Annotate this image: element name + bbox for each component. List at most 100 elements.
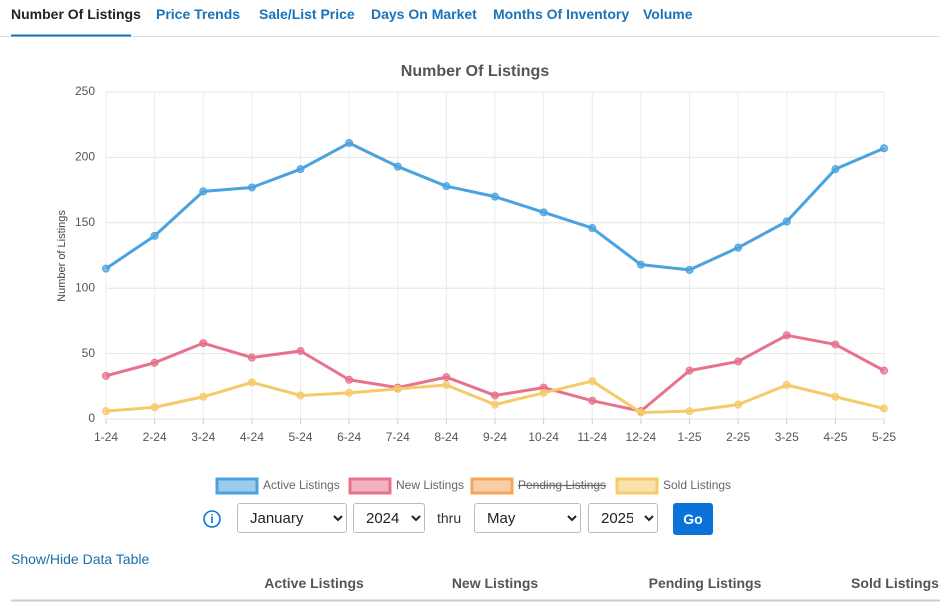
data-point — [831, 340, 840, 349]
x-tick-label: 7-24 — [386, 430, 410, 444]
data-point — [199, 392, 208, 401]
y-tick-label: 0 — [88, 411, 95, 425]
data-point — [102, 407, 110, 416]
x-tick-label: 9-24 — [483, 430, 507, 444]
data-point — [247, 378, 256, 387]
x-tick-label: 11-24 — [577, 430, 607, 444]
thru-label: thru — [437, 510, 462, 526]
data-point — [442, 182, 451, 191]
data-point — [539, 388, 548, 397]
x-tick-label: 8-24 — [434, 430, 458, 444]
x-tick-label: 1-24 — [94, 430, 118, 444]
data-point — [539, 208, 548, 217]
data-point — [831, 392, 840, 401]
info-icon[interactable] — [203, 510, 221, 528]
y-tick-label: 250 — [75, 84, 95, 98]
data-point — [345, 388, 354, 397]
data-point — [199, 187, 208, 196]
data-point — [636, 408, 645, 417]
x-tick-label: 3-24 — [191, 430, 215, 444]
tab[interactable]: Volume — [643, 6, 693, 22]
data-point — [442, 380, 451, 389]
data-point — [685, 366, 694, 375]
data-point — [296, 346, 305, 355]
tab[interactable]: Price Trends — [156, 6, 241, 22]
legend-label[interactable]: Pending Listings — [518, 478, 606, 492]
data-point — [345, 375, 354, 384]
end-month-select[interactable]: May — [474, 503, 581, 533]
data-point — [150, 231, 159, 240]
x-tick-label: 2-25 — [726, 430, 750, 444]
column-header: Sold Listings — [851, 575, 939, 591]
column-header: New Listings — [451, 575, 539, 591]
data-point — [102, 371, 110, 380]
legend-swatch[interactable] — [215, 477, 259, 495]
legend-swatch[interactable] — [348, 477, 392, 495]
show-hide-link[interactable]: Show/Hide Data Table — [11, 551, 150, 567]
data-point — [782, 331, 791, 340]
legend-label[interactable]: Active Listings — [263, 478, 340, 492]
start-month-select[interactable]: January — [237, 503, 347, 533]
data-point — [247, 353, 256, 362]
data-point — [831, 165, 840, 174]
data-point — [345, 139, 354, 148]
data-point — [880, 404, 888, 413]
data-point — [150, 403, 159, 412]
x-tick-label: 5-24 — [288, 430, 312, 444]
data-point — [588, 396, 597, 405]
start-year-select[interactable]: 2024 — [353, 503, 425, 533]
data-point — [734, 357, 743, 366]
column-header: Active Listings — [264, 575, 364, 591]
x-tick-label: 5-25 — [872, 430, 896, 444]
tab[interactable]: Number Of Listings — [11, 6, 141, 22]
data-point — [782, 217, 791, 226]
end-year-select[interactable]: 2025 — [588, 503, 658, 533]
info-icon-glyph: i — [210, 512, 213, 526]
data-point — [393, 384, 402, 393]
chart-title: Number Of Listings — [401, 63, 550, 80]
data-point — [636, 260, 645, 269]
data-point — [734, 243, 743, 252]
x-tick-label: 3-25 — [775, 430, 799, 444]
x-tick-label: 2-24 — [143, 430, 167, 444]
tab[interactable]: Months Of Inventory — [493, 6, 630, 22]
data-point — [685, 407, 694, 416]
go-button[interactable]: Go — [673, 503, 713, 535]
x-tick-label: 10-24 — [528, 430, 559, 444]
data-point — [588, 224, 597, 233]
x-tick-label: 6-24 — [337, 430, 361, 444]
data-point — [296, 165, 305, 174]
data-point — [296, 391, 305, 400]
y-tick-label: 200 — [75, 150, 95, 164]
x-tick-label: 1-25 — [677, 430, 701, 444]
data-point — [150, 358, 159, 367]
x-tick-label: 4-25 — [823, 430, 847, 444]
tab[interactable]: Days On Market — [371, 6, 477, 22]
data-point — [880, 366, 888, 375]
data-point — [685, 265, 694, 274]
y-axis-label: Number of Listings — [56, 210, 68, 302]
legend-label[interactable]: Sold Listings — [663, 478, 731, 492]
data-point — [588, 377, 597, 386]
legend-label[interactable]: New Listings — [396, 478, 464, 492]
data-point — [491, 391, 499, 400]
data-point — [102, 264, 110, 273]
y-tick-label: 50 — [82, 346, 96, 360]
column-header: Pending Listings — [648, 575, 762, 591]
data-point — [491, 192, 499, 201]
data-point — [442, 373, 451, 382]
data-point — [782, 380, 791, 389]
data-point — [247, 183, 256, 192]
data-point — [491, 400, 499, 409]
x-tick-label: 4-24 — [240, 430, 264, 444]
data-point — [393, 162, 402, 171]
legend-swatch[interactable] — [615, 477, 659, 495]
y-tick-label: 150 — [75, 215, 95, 229]
tab[interactable]: Sale/List Price — [259, 6, 355, 22]
data-point — [734, 400, 743, 409]
data-point — [199, 339, 208, 348]
legend-swatch[interactable] — [470, 477, 514, 495]
data-point — [880, 144, 888, 153]
